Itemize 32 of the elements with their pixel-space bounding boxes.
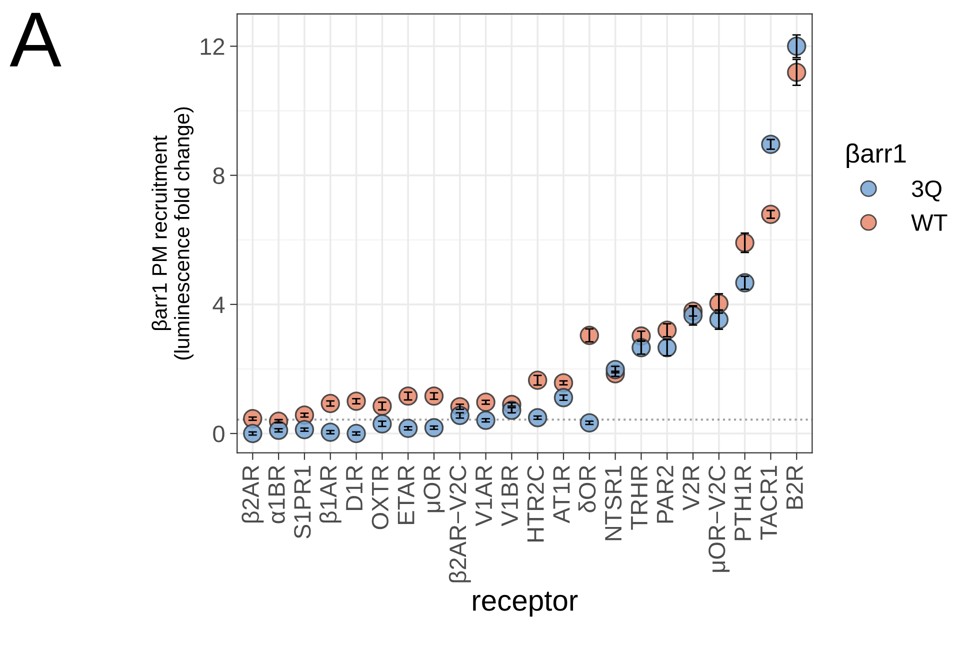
- x-tick-label: μOR: [424, 466, 445, 512]
- x-tick-label: α1BR: [268, 466, 285, 524]
- x-tick-label: ETAR: [398, 466, 414, 524]
- text: A: [10, 12, 62, 66]
- legend-label: 3Q: [912, 180, 942, 202]
- y-tick-label: 4: [212, 296, 225, 313]
- x-tick-label: β2AR: [242, 466, 264, 523]
- x-tick-label: OXTR: [372, 466, 389, 530]
- x-tick-label: V1BR: [502, 466, 518, 526]
- x-tick-label: β2AR−V2C: [448, 466, 471, 582]
- legend-label: WT: [911, 214, 948, 231]
- y-tick-label: 8: [213, 167, 224, 184]
- x-tick-label: PAR2: [656, 466, 674, 523]
- x-tick-label: β1AR: [319, 466, 342, 523]
- x-tick-label: S1PR1: [294, 466, 311, 538]
- x-tick-label: TRHR: [631, 466, 648, 530]
- x-tick-label: V2R: [682, 466, 700, 510]
- x-tick-label: V1AR: [476, 466, 492, 526]
- x-tick-label: δOR: [578, 466, 596, 512]
- y-tick-label: 12: [200, 38, 224, 55]
- x-tick-label: NTSR1: [604, 466, 622, 540]
- x-tick-label: D1R: [346, 466, 362, 510]
- legend-title: βarr1: [846, 143, 906, 168]
- x-tick-label: PTH1R: [734, 466, 751, 540]
- x-tick-label: TACR1: [760, 466, 778, 540]
- x-tick-label: AT1R: [553, 466, 570, 524]
- x-tick-label: μOR−V2C: [708, 466, 730, 572]
- x-tick-label: B2R: [786, 466, 803, 509]
- y-tick-label: 0: [213, 426, 224, 442]
- x-axis-title: receptor: [473, 592, 578, 617]
- x-tick-label: HTR2C: [527, 466, 544, 542]
- y-axis-title: βarr1 PM recruitment (luminescence fold change): [152, 107, 194, 360]
